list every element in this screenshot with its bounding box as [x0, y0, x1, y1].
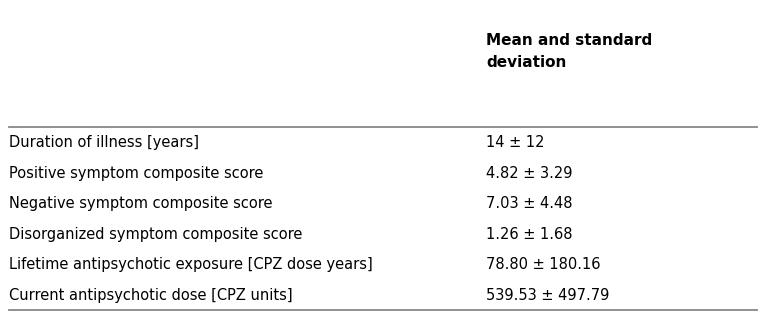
Text: Negative symptom composite score: Negative symptom composite score — [9, 196, 273, 211]
Text: 14 ± 12: 14 ± 12 — [486, 135, 545, 150]
Text: Disorganized symptom composite score: Disorganized symptom composite score — [9, 227, 303, 242]
Text: Positive symptom composite score: Positive symptom composite score — [9, 166, 264, 181]
Text: Duration of illness [years]: Duration of illness [years] — [9, 135, 199, 150]
Text: Mean and standard
deviation: Mean and standard deviation — [486, 33, 653, 70]
Text: Lifetime antipsychotic exposure [CPZ dose years]: Lifetime antipsychotic exposure [CPZ dos… — [9, 257, 373, 272]
Text: 1.26 ± 1.68: 1.26 ± 1.68 — [486, 227, 572, 242]
Text: 7.03 ± 4.48: 7.03 ± 4.48 — [486, 196, 572, 211]
Text: 4.82 ± 3.29: 4.82 ± 3.29 — [486, 166, 572, 181]
Text: Current antipsychotic dose [CPZ units]: Current antipsychotic dose [CPZ units] — [9, 287, 293, 302]
Text: 78.80 ± 180.16: 78.80 ± 180.16 — [486, 257, 601, 272]
Text: 539.53 ± 497.79: 539.53 ± 497.79 — [486, 287, 610, 302]
